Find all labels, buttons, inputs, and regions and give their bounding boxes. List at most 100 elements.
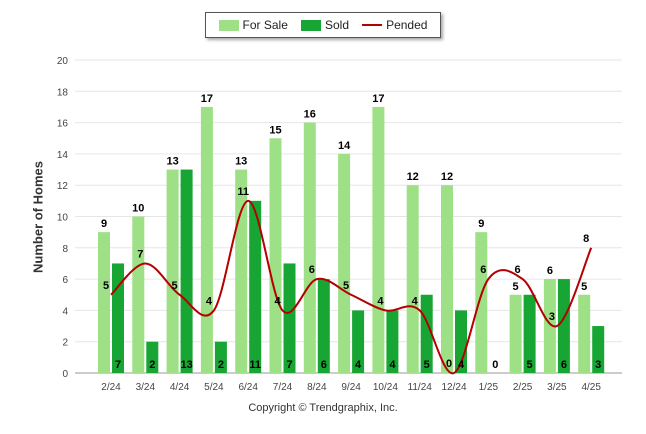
y-tick-label: 10 [57,213,69,224]
data-label-for-sale: 12 [407,171,419,183]
bar-sold [592,326,605,373]
y-axis-label: Number of Homes [30,161,46,273]
y-tick-label: 2 [62,338,68,349]
data-label-sold: 0 [492,359,498,371]
y-tick-label: 6 [62,275,68,286]
data-label-sold: 6 [561,359,567,371]
bar-sold [557,279,570,373]
bar-for-sale [372,106,385,373]
data-label-for-sale: 15 [269,124,281,136]
x-tick-label: 2/25 [513,382,533,393]
data-label-for-sale: 5 [513,281,519,293]
data-label-pended: 7 [137,248,143,260]
legend-item-sold[interactable]: Sold [300,18,349,32]
data-label-sold: 13 [180,359,192,371]
data-label-pended: 8 [583,233,589,245]
y-tick-label: 14 [57,150,69,161]
y-axis-ticks: 0 2 4 6 8 10 12 14 16 18 20 [57,56,69,380]
bar-for-sale [543,279,556,373]
data-label-sold: 4 [458,359,465,371]
bar-sold [455,310,467,373]
data-label-sold: 2 [149,359,155,371]
data-label-for-sale: 13 [235,156,247,168]
bar-sold [523,294,536,373]
data-label-sold: 7 [115,359,121,371]
data-label-for-sale: 16 [304,109,316,121]
data-label-for-sale: 10 [132,203,144,215]
data-label-for-sale: 12 [441,171,453,183]
pended-line [110,199,593,375]
data-label-pended: 4 [206,295,213,307]
pended-swatch [362,24,383,26]
data-label-pended: 5 [103,280,109,292]
data-label-pended: 6 [309,264,315,276]
data-label-pended: 3 [549,311,555,323]
data-label-sold: 3 [595,359,601,371]
bar-for-sale [98,232,110,373]
x-tick-label: 3/25 [547,382,567,393]
bar-sold [112,263,124,373]
x-tick-label: 7/24 [273,382,293,393]
x-tick-label: 5/24 [204,382,224,393]
data-label-sold: 7 [286,359,292,371]
data-label-for-sale: 5 [581,281,587,293]
data-label-sold: 6 [321,359,327,371]
data-label-pended: 5 [343,280,349,292]
legend-label-pended: Pended [386,18,428,32]
data-label-for-sale: 9 [101,218,107,230]
bar-for-sale [269,138,282,373]
data-label-pended: 6 [480,264,486,276]
data-label-for-sale: 17 [372,93,384,105]
bar-for-sale [578,294,591,373]
bar-for-sale [406,185,419,373]
bar-for-sale [441,185,453,373]
x-tick-label: 12/24 [441,382,466,393]
data-label-sold: 11 [249,359,261,371]
legend-item-pended[interactable]: Pended [362,18,427,32]
sold-swatch [300,19,321,31]
x-tick-label: 10/24 [373,382,398,393]
bar-for-sale [475,232,488,373]
data-label-for-sale: 17 [201,93,213,105]
legend-item-for-sale[interactable]: For Sale [218,18,288,32]
bar-sold [214,341,227,373]
y-tick-label: 16 [57,119,69,130]
bar-sold [249,200,262,373]
y-tick-label: 4 [62,306,68,317]
bars [98,106,605,373]
legend-label-for-sale: For Sale [242,18,288,32]
x-tick-label: 3/24 [136,382,156,393]
bar-sold [352,310,365,373]
x-tick-label: 8/24 [307,382,327,393]
x-tick-label: 4/24 [170,382,190,393]
data-label-sold: 4 [355,359,362,371]
data-label-for-sale: 14 [338,140,351,152]
bar-for-sale [235,169,248,373]
data-label-pended: 5 [172,280,178,292]
bar-for-sale [200,106,213,373]
data-label-pended: 4 [412,295,419,307]
bar-for-sale [509,294,522,373]
data-label-pended: 4 [274,295,281,307]
y-tick-label: 8 [62,244,68,255]
data-label-pended: 6 [515,264,521,276]
data-label-sold: 2 [218,359,224,371]
bar-sold [146,341,159,373]
x-tick-label: 9/24 [341,382,361,393]
x-tick-label: 4/25 [581,382,601,393]
x-tick-label: 6/24 [238,382,258,393]
x-axis-ticks: 2/24 3/24 4/24 5/24 6/24 7/24 8/24 9/24 10/24 11/… [101,382,601,393]
x-tick-label: 1/25 [479,382,499,393]
data-label-pended: 0 [446,358,452,370]
data-label-for-sale: 9 [478,218,484,230]
data-label-sold: 4 [389,359,396,371]
bar-sold [283,263,296,373]
legend-label-sold: Sold [324,18,349,32]
data-label-sold: 5 [424,359,430,371]
x-tick-label: 2/24 [101,382,121,393]
bar-for-sale [338,153,351,373]
data-label-for-sale: 13 [166,156,178,168]
y-tick-label: 12 [57,181,69,192]
for-sale-swatch [218,19,239,31]
